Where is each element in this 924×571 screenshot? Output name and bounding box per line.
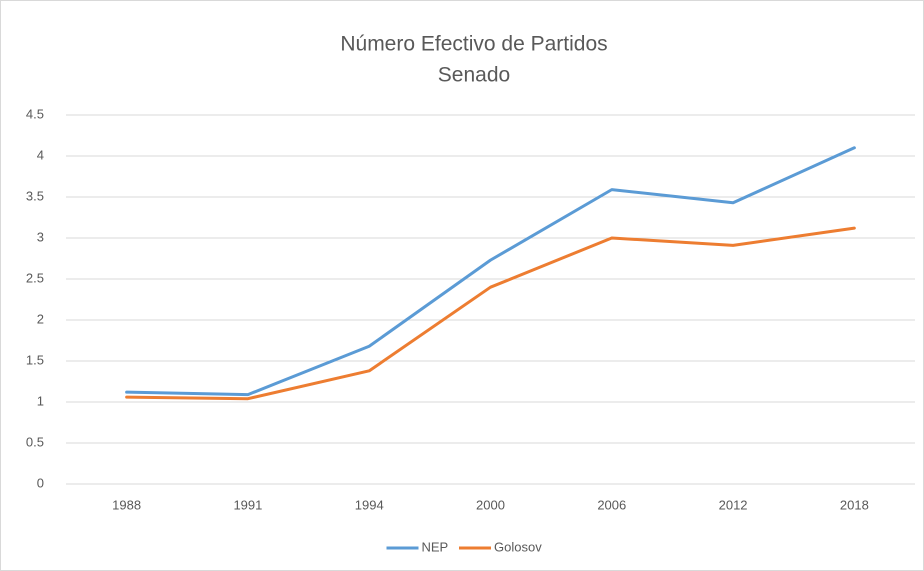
- x-tick-label: 1991: [233, 497, 262, 512]
- x-tick-label: 2012: [719, 497, 748, 512]
- y-tick-label: 3: [37, 229, 44, 244]
- y-tick-label: 4: [37, 147, 44, 162]
- y-tick-label: 2: [37, 311, 44, 326]
- legend-label: NEP: [422, 539, 449, 554]
- y-tick-label: 1.5: [26, 352, 44, 367]
- y-tick-label: 1: [37, 393, 44, 408]
- chart-subtitle: Senado: [438, 64, 510, 87]
- y-tick-label: 2.5: [26, 270, 44, 285]
- y-tick-label: 0.5: [26, 434, 44, 449]
- y-tick-label: 0: [37, 475, 44, 490]
- x-tick-label: 2018: [840, 497, 869, 512]
- legend-label: Golosov: [494, 539, 542, 554]
- y-tick-label: 4.5: [26, 106, 44, 121]
- x-tick-label: 2000: [476, 497, 505, 512]
- chart-title: Número Efectivo de Partidos: [340, 33, 607, 56]
- x-tick-label: 2006: [597, 497, 626, 512]
- series-line: [125, 226, 856, 401]
- y-tick-label: 3.5: [26, 188, 44, 203]
- series-line: [125, 146, 856, 397]
- x-tick-label: 1988: [112, 497, 141, 512]
- x-tick-label: 1994: [355, 497, 384, 512]
